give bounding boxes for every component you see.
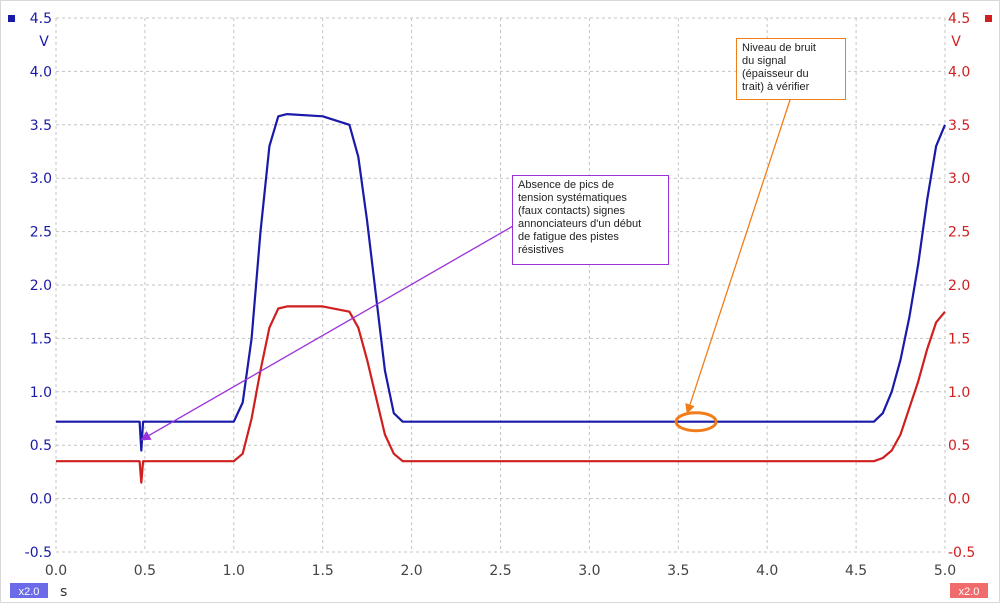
trace-channel-b	[56, 305, 946, 484]
right-axis-tick-label: 4.0	[948, 64, 970, 80]
right-axis-tick-label: -0.5	[948, 545, 975, 561]
x-axis-tick-label: 2.5	[489, 563, 511, 579]
annotation-1-line-1: Absence de pics de	[518, 179, 615, 191]
x-axis-tick-label: 0.5	[134, 563, 156, 579]
right-axis-tick-label: 2.0	[948, 278, 970, 294]
channel-b-indicator-icon[interactable]	[985, 15, 992, 22]
x-axis-tick-label: 4.5	[845, 563, 867, 579]
right-axis-tick-label: 1.0	[948, 385, 970, 401]
annotation-arrow-orange	[685, 99, 791, 415]
left-axis-tick-label: 0.5	[30, 438, 52, 454]
left-axis-tick-label: 1.0	[30, 385, 52, 401]
annotation-box-noise-level: Niveau de bruit du signal (épaisseur du …	[736, 38, 846, 100]
left-axis-tick-label: 1.5	[30, 331, 52, 347]
right-axis-unit: V	[951, 34, 961, 50]
left-axis-tick-label: 3.0	[30, 171, 52, 187]
left-zoom-badge[interactable]	[10, 583, 48, 598]
annotation-2-line-1: Niveau de bruit	[742, 42, 816, 54]
left-axis-tick-label: 2.0	[30, 278, 52, 294]
x-axis-tick-label: 3.5	[667, 563, 689, 579]
annotation-1-line-5: de fatigue des pistes	[518, 231, 619, 243]
left-axis-tick-label: -0.5	[25, 545, 52, 561]
x-axis-tick-label: 1.0	[223, 563, 245, 579]
x-axis-ticks: 0.0 0.5 1.0 1.5 2.0 2.5 3.0 3.5 4.0 4.5 5.0	[45, 563, 956, 579]
annotation-box-voltage-spikes: Absence de pics de tension systématiques…	[512, 175, 669, 265]
x-axis-tick-label: 2.0	[400, 563, 422, 579]
x-axis-tick-label: 5.0	[934, 563, 956, 579]
left-axis-tick-label: 4.5	[30, 11, 52, 27]
annotation-1-line-6: résistives	[518, 244, 564, 256]
annotation-2-line-3: (épaisseur du	[742, 68, 809, 80]
right-axis-tick-label: 1.5	[948, 331, 970, 347]
right-zoom-badge-label: x2.0	[959, 586, 980, 598]
noise-highlight-ellipse	[674, 411, 718, 433]
signal-traces	[56, 113, 947, 484]
left-axis-unit: V	[39, 34, 49, 50]
left-axis-tick-label: 3.5	[30, 118, 52, 134]
x-axis-tick-label: 3.0	[578, 563, 600, 579]
right-axis-tick-label: 2.5	[948, 225, 970, 241]
annotation-2-line-2: du signal	[742, 55, 787, 67]
left-axis-tick-label: 0.0	[30, 492, 52, 508]
right-axis-tick-label: 3.0	[948, 171, 970, 187]
annotation-1-line-2: tension systématiques	[518, 192, 627, 204]
right-axis-tick-label: 0.5	[948, 438, 970, 454]
annotation-1-line-3: (faux contacts) signes	[518, 205, 625, 217]
x-axis-tick-label: 4.0	[756, 563, 778, 579]
annotation-1-line-4: annonciateurs d'un début	[518, 218, 642, 230]
x-axis-tick-label: 0.0	[45, 563, 67, 579]
annotation-arrow-purple	[140, 221, 521, 441]
x-axis-unit: s	[60, 584, 67, 600]
channel-a-indicator-icon[interactable]	[8, 15, 15, 22]
right-axis-ticks: 4.5 4.0 3.5 3.0 2.5 2.0 1.5 1.0 0.5 0.0 -0.5	[948, 11, 975, 561]
right-axis-tick-label: 3.5	[948, 118, 970, 134]
left-axis-tick-label: 2.5	[30, 225, 52, 241]
left-zoom-badge-label: x2.0	[19, 586, 40, 598]
right-axis-tick-label: 4.5	[948, 11, 970, 27]
annotation-2-line-4: trait) à vérifier	[742, 81, 810, 93]
right-axis-tick-label: 0.0	[948, 492, 970, 508]
left-axis-tick-label: 4.0	[30, 64, 52, 80]
trace-channel-a	[56, 113, 947, 452]
right-zoom-badge[interactable]	[950, 583, 988, 598]
x-axis-tick-label: 1.5	[312, 563, 334, 579]
left-axis-ticks: 4.5 4.0 3.5 3.0 2.5 2.0 1.5 1.0 0.5 0.0 -0.5	[25, 11, 52, 561]
